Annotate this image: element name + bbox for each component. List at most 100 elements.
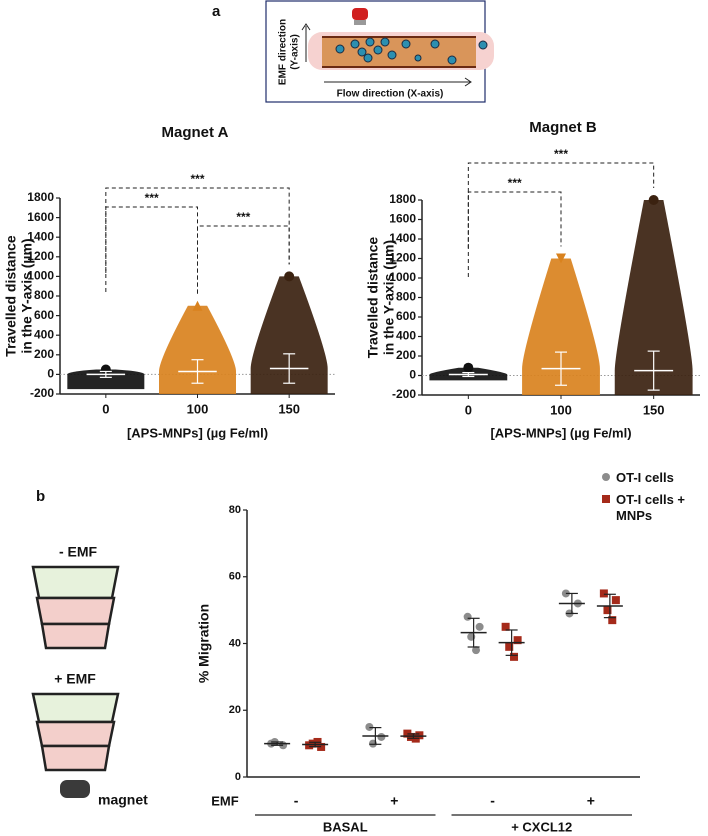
significance-bracket [197,225,290,294]
y-tick-label: 1800 [27,190,54,204]
y-axis-label: Travelled distance [365,237,381,359]
magnet-icon [352,8,368,20]
significance-bracket [105,187,290,273]
max-point [192,300,203,311]
y-tick-label: 0 [409,368,416,382]
max-point [284,271,295,282]
condition-label: + EMF [54,671,96,687]
y-tick-label: 60 [229,571,241,583]
significance-label: *** [190,172,204,186]
data-point [611,596,620,605]
significance-label: *** [145,191,159,205]
y-axis-label: in the Y-axis (µm) [19,238,35,353]
dot-cloud [250,276,328,394]
max-point [463,362,474,373]
transwell [31,692,120,724]
panel-label: a [212,3,221,20]
legend: OT-I cells OT-I cells + MNPs [602,470,702,530]
data-point [406,732,415,741]
data-point [475,622,484,631]
y-tick-label: 1200 [389,251,416,265]
x-axis-label: [APS-MNPs] (µg Fe/ml) [490,425,631,440]
data-point [510,652,519,661]
panel-label: b [36,488,45,505]
magnet-icon [60,780,90,798]
y-tick-label: 0 [235,771,241,783]
y-tick-label: 200 [396,348,416,362]
data-point [377,732,386,741]
legend-swatch [602,495,610,503]
x-tick-label: 0 [465,402,472,417]
max-point [556,253,566,264]
legend-swatch [602,473,610,481]
y-tick-label: 80 [229,504,241,516]
y-tick-label: 20 [229,704,241,716]
magnet-icon [354,20,366,25]
emf-level: - [294,793,299,809]
emf-level: - [490,793,495,809]
y-tick-label: 800 [34,288,54,302]
y-axis-label: in the Y-axis (µm) [381,240,397,355]
transwell [31,565,120,600]
x-tick-label: 0 [102,401,109,416]
data-point [463,612,472,621]
y-tick-label: -200 [392,387,416,401]
y-tick-label: 40 [229,637,241,649]
group-label: + CXCL12 [511,819,572,834]
x-tick-label: 150 [643,402,665,417]
y-tick-label: 600 [34,308,54,322]
legend-item: OT-I cells [602,470,702,486]
y-tick-label: 400 [34,327,54,341]
y-tick-label: 1600 [389,212,416,226]
y-tick-label: 1400 [389,231,416,245]
data-point [608,616,617,625]
max-point [648,195,659,205]
x-tick-label: 100 [187,401,209,416]
y-tick-label: 0 [47,367,54,381]
y-axis-label: % Migration [196,604,212,683]
emf-level: + [587,793,595,809]
y-tick-label: 200 [34,347,54,361]
y-axis-label: Travelled distance [3,235,19,357]
y-tick-label: -200 [30,386,54,400]
dot-cloud [522,258,600,395]
y-tick-label: 600 [396,309,416,323]
y-tick-label: 1800 [389,192,416,206]
legend-item: OT-I cells + MNPs [602,492,702,524]
data-point [603,606,612,615]
legend-label: OT-I cells + MNPs [616,492,686,523]
data-point [501,622,510,631]
y-tick-label: 400 [396,329,416,343]
x-arrowhead [464,77,472,87]
x-axis-title: EMF [211,793,239,808]
chart-title: Magnet A [162,124,229,141]
dot-cloud [614,200,693,395]
significance-label: *** [554,147,568,161]
x-tick-label: 100 [550,402,572,417]
diagram-label: (Y-axis) [290,34,301,70]
data-point [308,739,317,748]
condition-label: magnet [98,792,148,808]
diagram-label: Flow direction (X-axis) [337,89,444,100]
transwell [40,744,111,772]
x-tick-label: 150 [278,401,300,416]
data-point [365,722,374,731]
data-point [505,642,514,651]
significance-label: *** [236,210,250,224]
significance-bracket [467,191,562,277]
group-label: BASAL [323,819,368,834]
condition-label: - EMF [59,544,98,560]
significance-label: *** [508,176,522,190]
transwell [40,622,111,650]
y-tick-label: 1600 [27,210,54,224]
emf-level: + [390,793,398,809]
legend-label: OT-I cells [616,470,674,485]
significance-bracket [105,206,198,292]
y-tick-label: 800 [396,290,416,304]
y-tick-label: 1000 [27,269,54,283]
cells [335,37,488,65]
y-tick-label: 1000 [389,270,416,284]
data-point [599,589,608,598]
